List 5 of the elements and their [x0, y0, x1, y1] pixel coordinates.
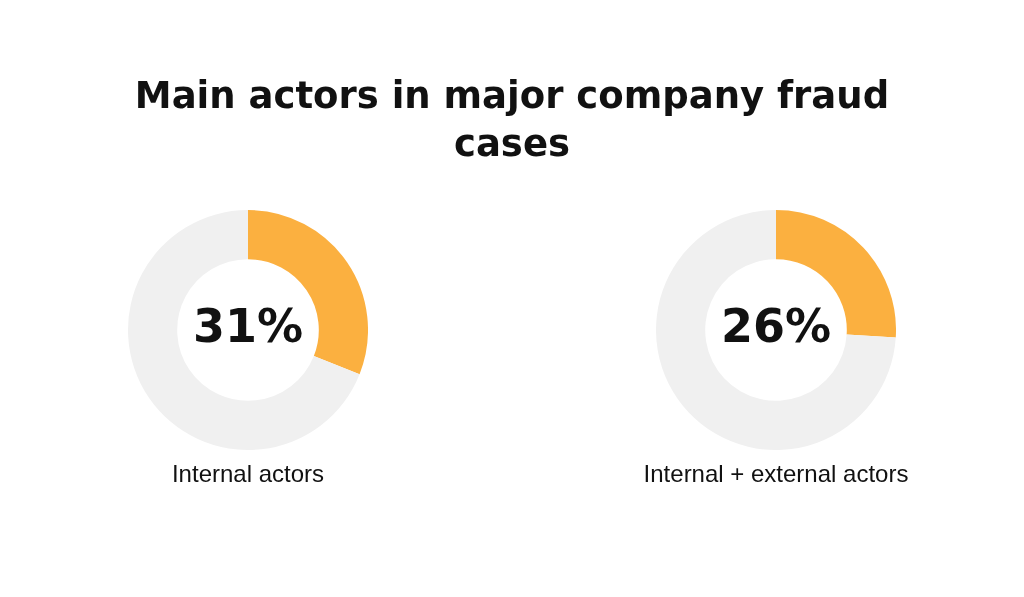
- text: Internal + external actors: [642, 460, 910, 488]
- text: Internal actors: [170, 460, 326, 488]
- text: Main actors in major company fraud cases: [133, 73, 891, 167]
- data-label: 31%: [192, 298, 304, 353]
- data-label: 26%: [720, 298, 832, 353]
